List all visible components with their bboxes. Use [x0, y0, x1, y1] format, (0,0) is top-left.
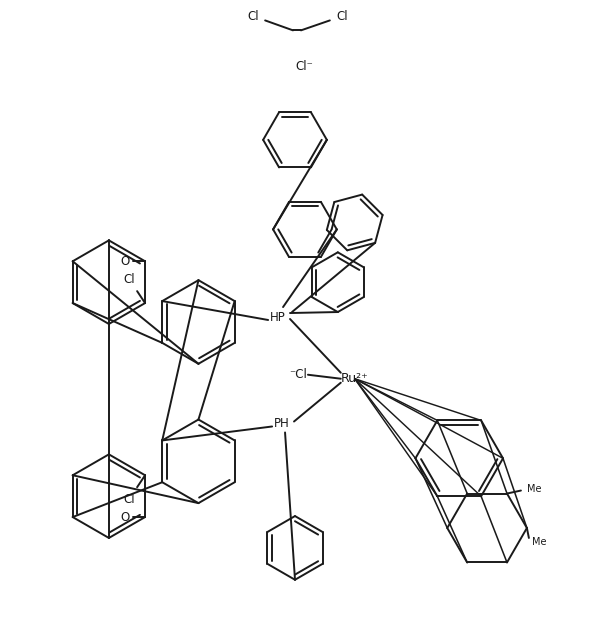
Text: Cl: Cl [247, 10, 259, 23]
Text: Me: Me [527, 483, 541, 494]
Text: O: O [121, 511, 130, 524]
Text: Me: Me [532, 537, 547, 547]
Text: Cl⁻: Cl⁻ [295, 60, 313, 73]
Text: ⁻Cl: ⁻Cl [289, 368, 307, 381]
Text: Cl: Cl [123, 492, 135, 506]
Text: PH: PH [274, 417, 290, 430]
Text: HP: HP [270, 310, 286, 324]
Text: Cl: Cl [123, 273, 135, 285]
Text: O: O [121, 255, 130, 268]
Text: Ru²⁺: Ru²⁺ [341, 372, 369, 385]
Text: Cl: Cl [336, 10, 348, 23]
